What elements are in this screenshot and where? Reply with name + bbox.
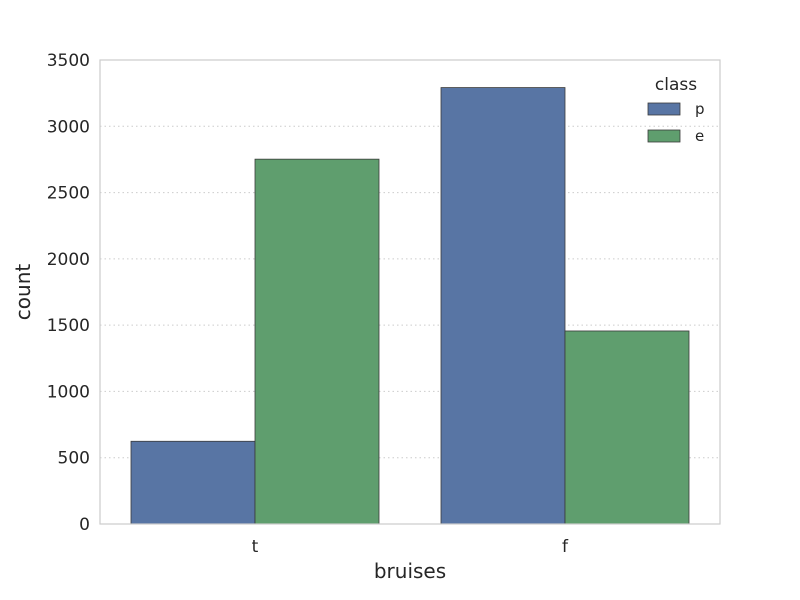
- y-axis-ticks: 0 500 1000 1500 2000 2500 3000 3500: [47, 51, 90, 535]
- y-tick-label: 3000: [47, 117, 90, 137]
- bar-p-t: [130, 440, 256, 525]
- y-tick-label: 2000: [47, 250, 90, 270]
- bar-e-t: [254, 158, 380, 525]
- bar-p-f: [440, 87, 566, 525]
- y-tick-label: 0: [79, 515, 90, 535]
- x-tick-label: t: [252, 537, 259, 557]
- y-tick-label: 500: [58, 449, 90, 469]
- bars: [130, 87, 690, 525]
- x-axis-title: bruises: [374, 559, 446, 583]
- legend-items: pe: [647, 100, 705, 145]
- y-tick-label: 1500: [47, 316, 90, 336]
- y-axis-title: count: [11, 264, 35, 321]
- legend-swatch-e: [647, 129, 681, 143]
- y-tick-label: 1000: [47, 382, 90, 402]
- legend-title: class: [655, 75, 697, 95]
- bar-e-f: [564, 330, 690, 525]
- plot-frame: [99, 59, 721, 525]
- legend-label-e: e: [695, 127, 704, 145]
- legend-label-p: p: [695, 100, 705, 118]
- y-tick-label: 3500: [47, 51, 90, 71]
- y-tick-label: 2500: [47, 184, 90, 204]
- legend: class pe: [647, 75, 705, 145]
- x-tick-label: f: [562, 537, 569, 557]
- legend-swatch-p: [647, 102, 681, 116]
